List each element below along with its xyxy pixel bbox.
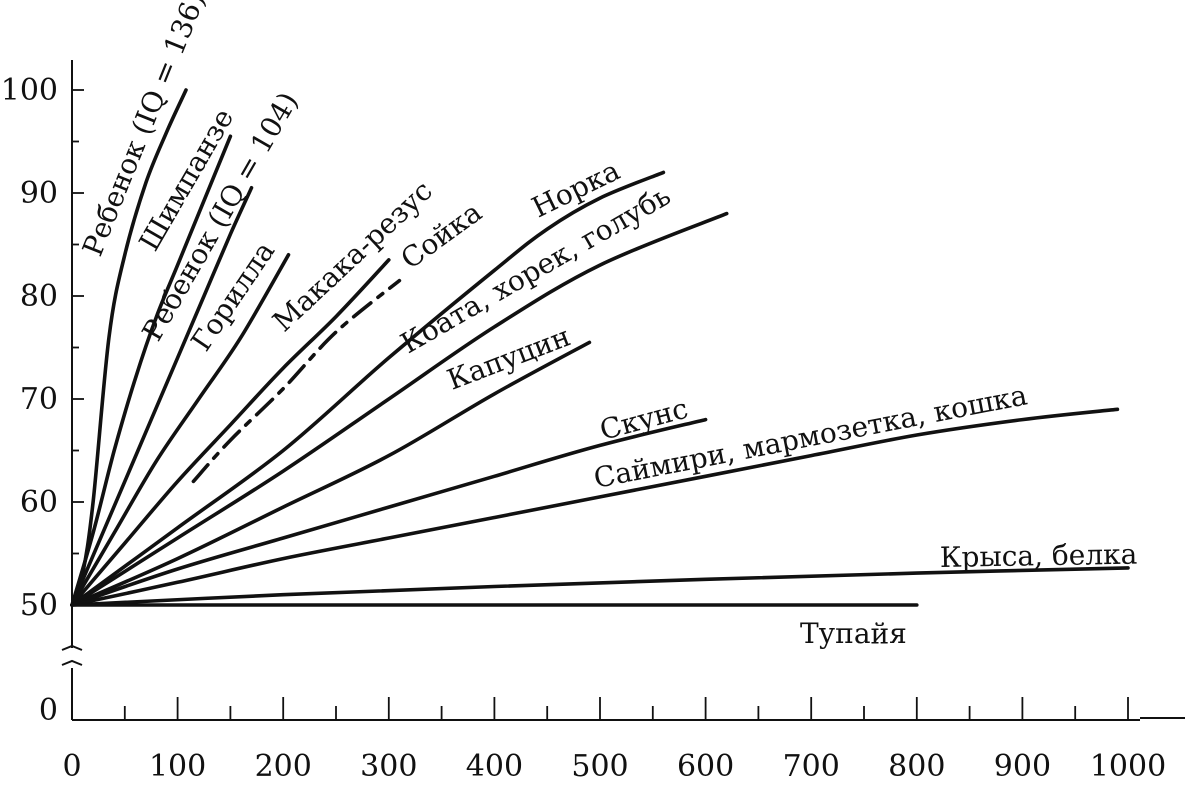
y-axis-break-mark-bottom [61, 659, 83, 666]
axes [61, 60, 1185, 721]
series-line [70, 186, 254, 607]
series-label: Скунс [596, 392, 691, 447]
series-line [191, 278, 402, 484]
series-label: Саймири, мармозетка, кошка [591, 378, 1030, 494]
y-tick-label: 80 [20, 279, 58, 314]
series-line [70, 211, 729, 607]
y-tick-label-zero: 0 [39, 693, 58, 728]
x-tick-label: 800 [888, 749, 945, 784]
series-line [70, 340, 592, 607]
series-line [70, 258, 391, 607]
x-tick-label: 200 [255, 749, 312, 784]
ticks [71, 89, 1129, 720]
y-tick-label: 70 [20, 382, 58, 417]
y-tick-label: 90 [20, 176, 58, 211]
y-tick-label: 50 [20, 588, 58, 623]
series-line [70, 170, 666, 607]
x-tick-label: 600 [677, 749, 734, 784]
series-line [70, 253, 291, 607]
x-tick-label: 1000 [1090, 749, 1166, 784]
y-tick-label: 100 [1, 73, 58, 108]
x-tick-label: 0 [62, 749, 81, 784]
series-label: Крыса, белка [940, 538, 1138, 574]
x-tick-label: 900 [994, 749, 1051, 784]
series-line [70, 566, 1130, 607]
series-label: Тупайя [800, 617, 907, 650]
curves [70, 88, 1130, 607]
x-tick-label: 400 [466, 749, 523, 784]
y-tick-label: 60 [20, 485, 58, 520]
series-line [70, 134, 233, 607]
x-tick-label: 500 [571, 749, 628, 784]
tick-labels: 0 100 200 300 400 500 600 700 800 900 100050607080… [1, 73, 1166, 784]
x-tick-label: 100 [149, 749, 206, 784]
x-tick-label: 700 [783, 749, 840, 784]
series-line [70, 417, 708, 607]
x-tick-label: 300 [360, 749, 417, 784]
y-axis-break-mark-top [61, 644, 83, 651]
series-line [70, 407, 1120, 607]
